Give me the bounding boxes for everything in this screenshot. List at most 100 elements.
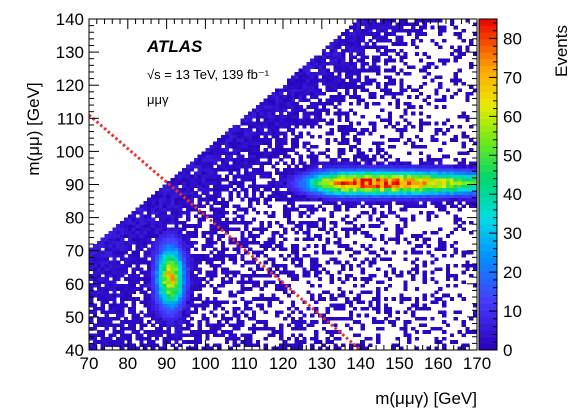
heatmap-bin: [376, 114, 381, 119]
heatmap-bin: [399, 171, 404, 175]
heatmap-bin: [387, 138, 393, 142]
heatmap-bin: [387, 101, 393, 106]
heatmap-bin: [205, 273, 210, 278]
heatmap-bin: [461, 227, 466, 232]
heatmap-bin: [240, 141, 245, 146]
heatmap-bin: [345, 48, 350, 53]
heatmap-bin: [399, 227, 404, 232]
heatmap-bin: [310, 297, 315, 301]
heatmap-bin: [271, 154, 276, 159]
heatmap-bin: [275, 346, 280, 350]
heatmap-bin: [360, 167, 365, 172]
heatmap-bin: [174, 280, 179, 285]
heatmap-bin: [352, 38, 358, 43]
heatmap-bin: [123, 326, 129, 331]
heatmap-bin: [325, 201, 330, 205]
heatmap-bin: [255, 201, 261, 205]
heatmap-bin: [182, 306, 187, 311]
heatmap-bin: [255, 227, 261, 232]
heatmap-bin: [154, 330, 160, 334]
heatmap-bin: [457, 191, 462, 195]
heatmap-bin: [162, 184, 167, 189]
heatmap-bin: [418, 174, 424, 179]
heatmap-bin: [213, 214, 218, 218]
heatmap-bin: [224, 167, 230, 172]
heatmap-bin: [232, 158, 237, 162]
heatmap-bin: [348, 204, 354, 209]
heatmap-bin: [360, 81, 365, 86]
heatmap-bin: [356, 71, 361, 76]
heatmap-bin: [127, 340, 133, 344]
heatmap-bin: [143, 293, 148, 298]
heatmap-bin: [438, 19, 443, 23]
heatmap-bin: [89, 326, 94, 331]
heatmap-bin: [341, 32, 346, 36]
heatmap-bin: [189, 187, 195, 192]
heatmap-bin: [271, 234, 276, 238]
heatmap-bin: [166, 227, 171, 232]
heatmap-bin: [461, 177, 466, 182]
heatmap-bin: [174, 247, 179, 252]
heatmap-bin: [314, 101, 319, 106]
heatmap-bin: [251, 131, 257, 136]
heatmap-bin: [442, 254, 447, 258]
heatmap-bin: [158, 244, 164, 248]
heatmap-bin: [418, 164, 424, 169]
heatmap-bin: [290, 98, 296, 103]
heatmap-bin: [442, 58, 447, 63]
heatmap-bin: [154, 220, 160, 225]
heatmap-bin: [387, 171, 393, 175]
heatmap-bin: [197, 297, 202, 301]
heatmap-bin: [380, 201, 385, 205]
heatmap-bin: [116, 283, 121, 288]
heatmap-bin: [395, 161, 400, 166]
heatmap-bin: [337, 58, 342, 63]
heatmap-bin: [240, 333, 245, 338]
heatmap-bin: [325, 177, 330, 182]
heatmap-bin: [244, 210, 249, 215]
heatmap-bin: [213, 313, 218, 318]
heatmap-bin: [143, 254, 148, 258]
heatmap-bin: [352, 283, 358, 288]
heatmap-bin: [186, 187, 191, 192]
heatmap-bin: [383, 25, 389, 30]
heatmap-bin: [345, 214, 350, 218]
heatmap-bin: [147, 260, 152, 265]
heatmap-bin: [306, 290, 311, 295]
heatmap-bin: [403, 128, 408, 132]
heatmap-bin: [127, 263, 133, 268]
heatmap-bin: [411, 313, 416, 318]
heatmap-bin: [228, 171, 233, 175]
heatmap-bin: [186, 257, 191, 262]
heatmap-bin: [232, 141, 237, 146]
heatmap-bin: [449, 333, 455, 338]
heatmap-bin: [217, 257, 222, 262]
heatmap-bin: [174, 297, 179, 301]
heatmap-bin: [217, 254, 222, 258]
heatmap-bin: [251, 154, 257, 159]
heatmap-bin: [279, 310, 284, 314]
heatmap-bin: [314, 330, 319, 334]
heatmap-bin: [286, 177, 292, 182]
heatmap-bin: [116, 273, 121, 278]
heatmap-bin: [290, 257, 296, 262]
heatmap-bin: [248, 204, 253, 209]
heatmap-bin: [442, 154, 447, 159]
heatmap-bin: [197, 303, 202, 308]
heatmap-bin: [473, 194, 477, 199]
heatmap-bin: [341, 194, 346, 199]
heatmap-bin: [302, 267, 307, 271]
heatmap-bin: [248, 273, 253, 278]
heatmap-bin: [143, 323, 148, 328]
heatmap-bin: [286, 95, 292, 99]
heatmap-bin: [112, 267, 117, 271]
heatmap-bin: [178, 273, 183, 278]
heatmap-bin: [310, 204, 315, 209]
heatmap-bin: [434, 340, 439, 344]
heatmap-bin: [426, 306, 431, 311]
heatmap-bin: [395, 273, 400, 278]
heatmap-bin: [127, 273, 133, 278]
heatmap-bin: [457, 184, 462, 189]
heatmap-bin: [473, 204, 477, 209]
heatmap-bin: [422, 32, 427, 36]
